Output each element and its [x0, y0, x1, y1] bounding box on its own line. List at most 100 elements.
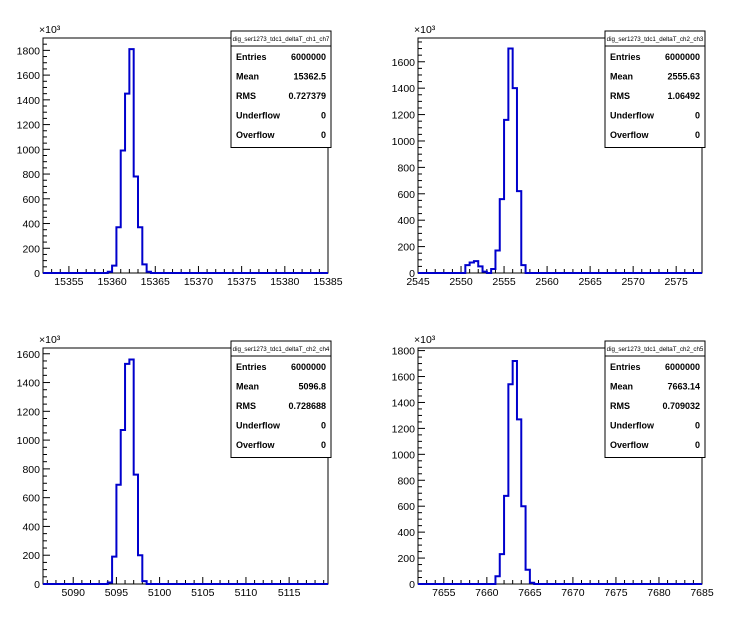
- histogram-bin: [129, 360, 133, 584]
- histogram-bin: [530, 583, 534, 584]
- stats-value: 7663.14: [667, 381, 700, 391]
- stats-box: dig_ser1273_tdc1_deltaT_ch2_ch3 Entries 60…: [604, 30, 706, 148]
- stats-name: dig_ser1273_tdc1_deltaT_ch1_ch7: [233, 36, 330, 43]
- x-tick-label: 7665: [518, 587, 542, 599]
- y-tick-label: 1800: [392, 346, 416, 358]
- y-tick-label: 1400: [392, 83, 416, 95]
- y-tick-label: 400: [22, 521, 40, 533]
- stats-label: Entries: [610, 362, 641, 372]
- histogram-bin: [138, 555, 142, 584]
- y-tick-label: 1600: [17, 70, 41, 82]
- x-tick-label: 5105: [191, 587, 215, 599]
- histogram-bin: [129, 49, 133, 273]
- histogram-bin: [513, 88, 517, 273]
- histogram-pad-3: 5090 5095 5100 5105 5110 5115 0 200 400 600 800 100…: [17, 334, 332, 599]
- y-tick-label: 1400: [392, 397, 416, 409]
- y-tick-label: 1000: [17, 435, 41, 447]
- y-exponent-label: ×10³: [39, 24, 61, 36]
- stats-value: 0: [321, 440, 326, 450]
- histogram-bin: [121, 151, 125, 273]
- histogram-bin: [517, 419, 521, 584]
- y-tick-label: 1600: [392, 57, 416, 69]
- stats-value: 0: [695, 110, 700, 120]
- stats-label: Entries: [236, 362, 267, 372]
- histogram-bin: [116, 227, 120, 273]
- x-tick-label: 7685: [690, 587, 714, 599]
- stats-label: Mean: [236, 381, 259, 391]
- histogram-bin: [142, 264, 146, 273]
- y-tick-label: 600: [22, 194, 40, 206]
- histogram-bin: [495, 251, 499, 273]
- y-tick-label: 200: [22, 243, 40, 255]
- stats-box: dig_ser1273_tdc1_deltaT_ch2_ch5 Entries 60…: [604, 340, 706, 458]
- y-tick-label: 1400: [17, 378, 41, 390]
- y-tick-label: 600: [22, 493, 40, 505]
- y-tick-label: 800: [22, 169, 40, 181]
- histogram-bin: [478, 266, 482, 273]
- y-tick-label: 1200: [17, 120, 41, 132]
- x-tick-label: 7660: [475, 587, 499, 599]
- histogram-bin: [500, 199, 504, 273]
- y-exponent-label: ×10³: [414, 24, 436, 36]
- x-tick-label: 5110: [235, 587, 258, 599]
- y-tick-label: 1000: [392, 449, 416, 461]
- histogram-bin: [508, 384, 512, 584]
- y-tick-label: 0: [34, 268, 40, 280]
- stats-value: 6000000: [291, 362, 326, 372]
- stats-label: Mean: [610, 71, 633, 81]
- histogram-bin: [504, 120, 508, 273]
- histogram-bin: [142, 581, 146, 584]
- stats-value: 0: [695, 420, 700, 430]
- histogram-bin: [112, 266, 116, 273]
- x-tick-label: 5100: [148, 587, 172, 599]
- x-tick-label: 7680: [647, 587, 671, 599]
- histogram-bin: [125, 364, 129, 584]
- stats-label: Overflow: [236, 130, 276, 140]
- stats-label: Entries: [236, 52, 267, 62]
- stats-box-frame: [604, 30, 706, 148]
- y-tick-label: 400: [397, 215, 415, 227]
- histogram-line: [418, 47, 702, 274]
- y-tick-label: 200: [397, 242, 415, 254]
- y-tick-label: 600: [397, 501, 415, 513]
- stats-label: Underflow: [610, 420, 655, 430]
- x-tick-label: 15370: [184, 276, 213, 288]
- y-tick-label: 400: [397, 527, 415, 539]
- y-tick-label: 1000: [17, 144, 41, 156]
- stats-value: 0.727379: [288, 91, 326, 101]
- histogram-bin: [134, 475, 138, 584]
- y-tick-label: 400: [22, 219, 40, 231]
- histogram-bin: [521, 265, 525, 273]
- stats-label: Overflow: [236, 440, 276, 450]
- y-tick-label: 1000: [392, 136, 416, 148]
- stats-label: RMS: [610, 401, 630, 411]
- histogram-bin: [491, 269, 495, 273]
- x-tick-label: 7675: [604, 587, 628, 599]
- stats-value: 6000000: [665, 362, 700, 372]
- stats-value: 0: [695, 440, 700, 450]
- stats-label: Underflow: [236, 110, 281, 120]
- y-tick-label: 1200: [17, 406, 41, 418]
- histogram-bin: [108, 583, 112, 584]
- histogram-pad-4: 7655 7660 7665 7670 7675 7680 7685 0 200 400 600 80…: [392, 334, 714, 599]
- stats-label: Overflow: [610, 130, 650, 140]
- stats-box-frame: [230, 340, 332, 458]
- histogram-line: [43, 358, 328, 585]
- x-tick-label: 2545: [406, 276, 430, 288]
- histogram-line: [418, 359, 702, 585]
- x-tick-label: 15365: [141, 276, 170, 288]
- stats-label: Overflow: [610, 440, 650, 450]
- histogram-line: [43, 48, 328, 274]
- x-tick-label: 2550: [449, 276, 473, 288]
- stats-value: 2555.63: [667, 71, 700, 81]
- histogram-bin: [521, 506, 525, 584]
- x-tick-label: 2565: [578, 276, 602, 288]
- stats-value: 0.709032: [662, 401, 700, 411]
- stats-value: 6000000: [665, 52, 700, 62]
- histogram-bin: [483, 272, 487, 273]
- histogram-bin: [147, 272, 151, 273]
- y-tick-label: 1200: [392, 423, 416, 435]
- stats-value: 0: [321, 130, 326, 140]
- y-tick-label: 1400: [17, 95, 41, 107]
